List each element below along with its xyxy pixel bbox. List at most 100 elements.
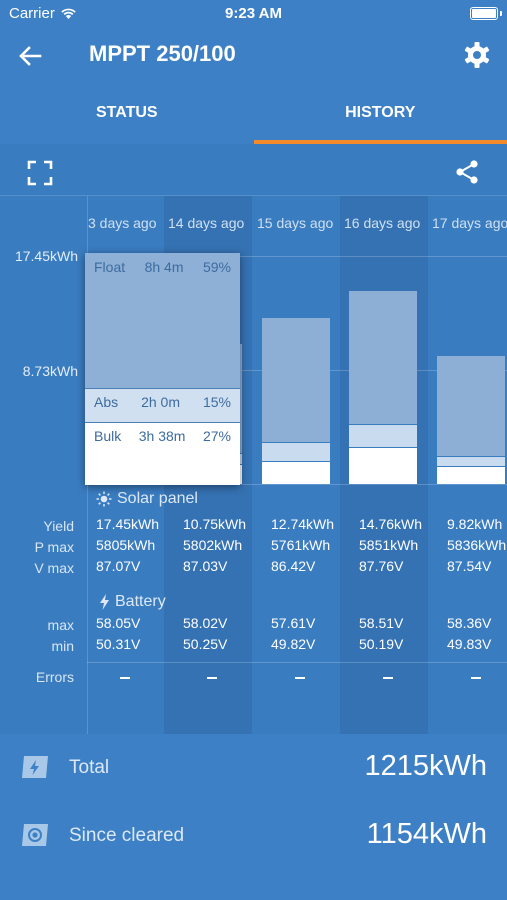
bar-float-segment xyxy=(437,355,505,456)
vmax-label: V max xyxy=(34,560,74,576)
battery-max-value: 58.02V xyxy=(183,615,228,631)
bar-float-segment xyxy=(262,317,330,443)
pmax-value: 5805kWh xyxy=(96,537,156,553)
vmax-value: 86.42V xyxy=(271,558,316,574)
solar-panel-label: Solar panel xyxy=(117,490,198,507)
yield-value: 14.76kWh xyxy=(359,516,423,532)
chart-bar[interactable] xyxy=(437,355,505,484)
bar-bulk-segment xyxy=(437,466,505,484)
battery-max-value: 57.61V xyxy=(271,615,316,631)
since-cleared-row: Since cleared 1154kWh xyxy=(0,806,507,866)
gear-icon[interactable] xyxy=(461,39,493,71)
battery-max-value: 58.36V xyxy=(447,615,492,631)
battery-min-label: min xyxy=(51,638,74,654)
bar-abs-segment xyxy=(262,442,330,461)
tab-history[interactable]: HISTORY xyxy=(253,84,507,144)
battery-max-value: 58.51V xyxy=(359,615,404,631)
sun-icon xyxy=(96,491,112,507)
gridline xyxy=(87,662,507,663)
yield-value: 12.74kWh xyxy=(271,516,335,532)
bar-bulk-segment xyxy=(262,460,330,484)
day-label: 3 days ago xyxy=(88,215,157,231)
battery-max-label: max xyxy=(47,617,74,633)
tab-status[interactable]: STATUS xyxy=(95,104,158,121)
battery-min-value: 49.82V xyxy=(271,636,316,652)
bar-float-segment xyxy=(349,291,417,425)
errors-value xyxy=(120,677,130,679)
yield-value: 10.75kWh xyxy=(183,516,247,532)
battery-max-value: 58.05V xyxy=(96,615,141,631)
errors-value xyxy=(383,677,393,679)
tooltip-abs-name: Abs xyxy=(94,394,119,410)
battery-heading: Battery xyxy=(99,593,166,611)
history-toolbar xyxy=(0,144,507,196)
tab-bar: STATUS HISTORY xyxy=(0,84,507,144)
total-row: Total 1215kWh xyxy=(0,738,507,798)
vmax-value: 87.03V xyxy=(183,558,228,574)
battery-min-value: 50.25V xyxy=(183,636,228,652)
day-label: 17 days ago xyxy=(432,215,507,231)
bar-abs-segment xyxy=(349,424,417,448)
tooltip-abs-time: 2h 0m xyxy=(141,394,180,410)
bar-tooltip: Float 8h 4m 59% Abs 2h 0m 15% Bulk 3h 38… xyxy=(85,253,240,485)
y-axis-label-top: 17.45kWh xyxy=(14,248,78,264)
total-value: 1215kWh xyxy=(364,750,487,782)
status-bar: Carrier 9:23 AM xyxy=(0,0,507,28)
tooltip-bulk-row: Bulk 3h 38m 27% xyxy=(94,428,231,444)
lightning-panel-icon xyxy=(22,756,48,778)
pmax-value: 5802kWh xyxy=(183,537,243,553)
battery-min-value: 49.83V xyxy=(447,636,492,652)
tooltip-bulk-segment xyxy=(85,422,240,485)
battery-label: Battery xyxy=(115,593,166,610)
vmax-value: 87.76V xyxy=(359,558,404,574)
y-axis-label-mid: 8.73kWh xyxy=(22,363,78,379)
battery-icon xyxy=(470,7,502,20)
yield-value: 9.82kWh xyxy=(447,516,503,532)
yield-value: 17.45kWh xyxy=(96,516,160,532)
tooltip-abs-segment xyxy=(85,388,240,422)
status-time: 9:23 AM xyxy=(225,5,282,22)
battery-min-value: 50.19V xyxy=(359,636,404,652)
vmax-value: 87.54V xyxy=(447,558,492,574)
tooltip-abs-row: Abs 2h 0m 15% xyxy=(94,394,231,410)
vmax-value: 87.07V xyxy=(96,558,141,574)
fullscreen-icon[interactable] xyxy=(27,160,53,186)
chart-bar[interactable] xyxy=(349,291,417,484)
carrier-label: Carrier xyxy=(9,5,55,22)
tooltip-float-pct: 59% xyxy=(202,259,231,275)
pmax-label: P max xyxy=(34,539,74,555)
day-label: 15 days ago xyxy=(257,215,334,231)
bar-abs-segment xyxy=(437,455,505,467)
pmax-value: 5761kWh xyxy=(271,537,331,553)
pmax-value: 5836kWh xyxy=(447,537,507,553)
chart-bar[interactable] xyxy=(262,317,330,484)
errors-value xyxy=(471,677,481,679)
tooltip-divider xyxy=(85,422,240,423)
solar-panel-heading: Solar panel xyxy=(96,490,198,508)
page-title: MPPT 250/100 xyxy=(89,41,236,66)
day-label: 16 days ago xyxy=(344,215,421,231)
wifi-icon xyxy=(61,8,76,19)
tooltip-float-time: 8h 4m xyxy=(144,259,184,275)
since-cleared-label: Since cleared xyxy=(69,825,185,846)
tooltip-bulk-pct: 27% xyxy=(202,428,231,444)
since-cleared-value: 1154kWh xyxy=(366,818,487,850)
lightning-icon xyxy=(100,594,109,610)
errors-value xyxy=(207,677,217,679)
share-icon[interactable] xyxy=(453,158,481,186)
tooltip-float-row: Float 8h 4m 59% xyxy=(94,259,231,275)
battery-min-value: 50.31V xyxy=(96,636,141,652)
gridline xyxy=(87,484,507,485)
yield-label: Yield xyxy=(43,518,74,534)
day-label: 14 days ago xyxy=(168,215,245,231)
tooltip-float-segment xyxy=(85,253,240,388)
bar-bulk-segment xyxy=(349,447,417,484)
totals-footer: Total 1215kWh Since cleared 1154kWh xyxy=(0,734,507,900)
app-bar: MPPT 250/100 xyxy=(0,28,507,84)
tooltip-bulk-name: Bulk xyxy=(94,428,122,444)
tooltip-abs-pct: 15% xyxy=(202,394,231,410)
total-label: Total xyxy=(69,757,110,778)
gridline xyxy=(87,256,507,257)
arrow-left-icon[interactable] xyxy=(14,40,46,72)
tooltip-bulk-time: 3h 38m xyxy=(138,428,186,444)
